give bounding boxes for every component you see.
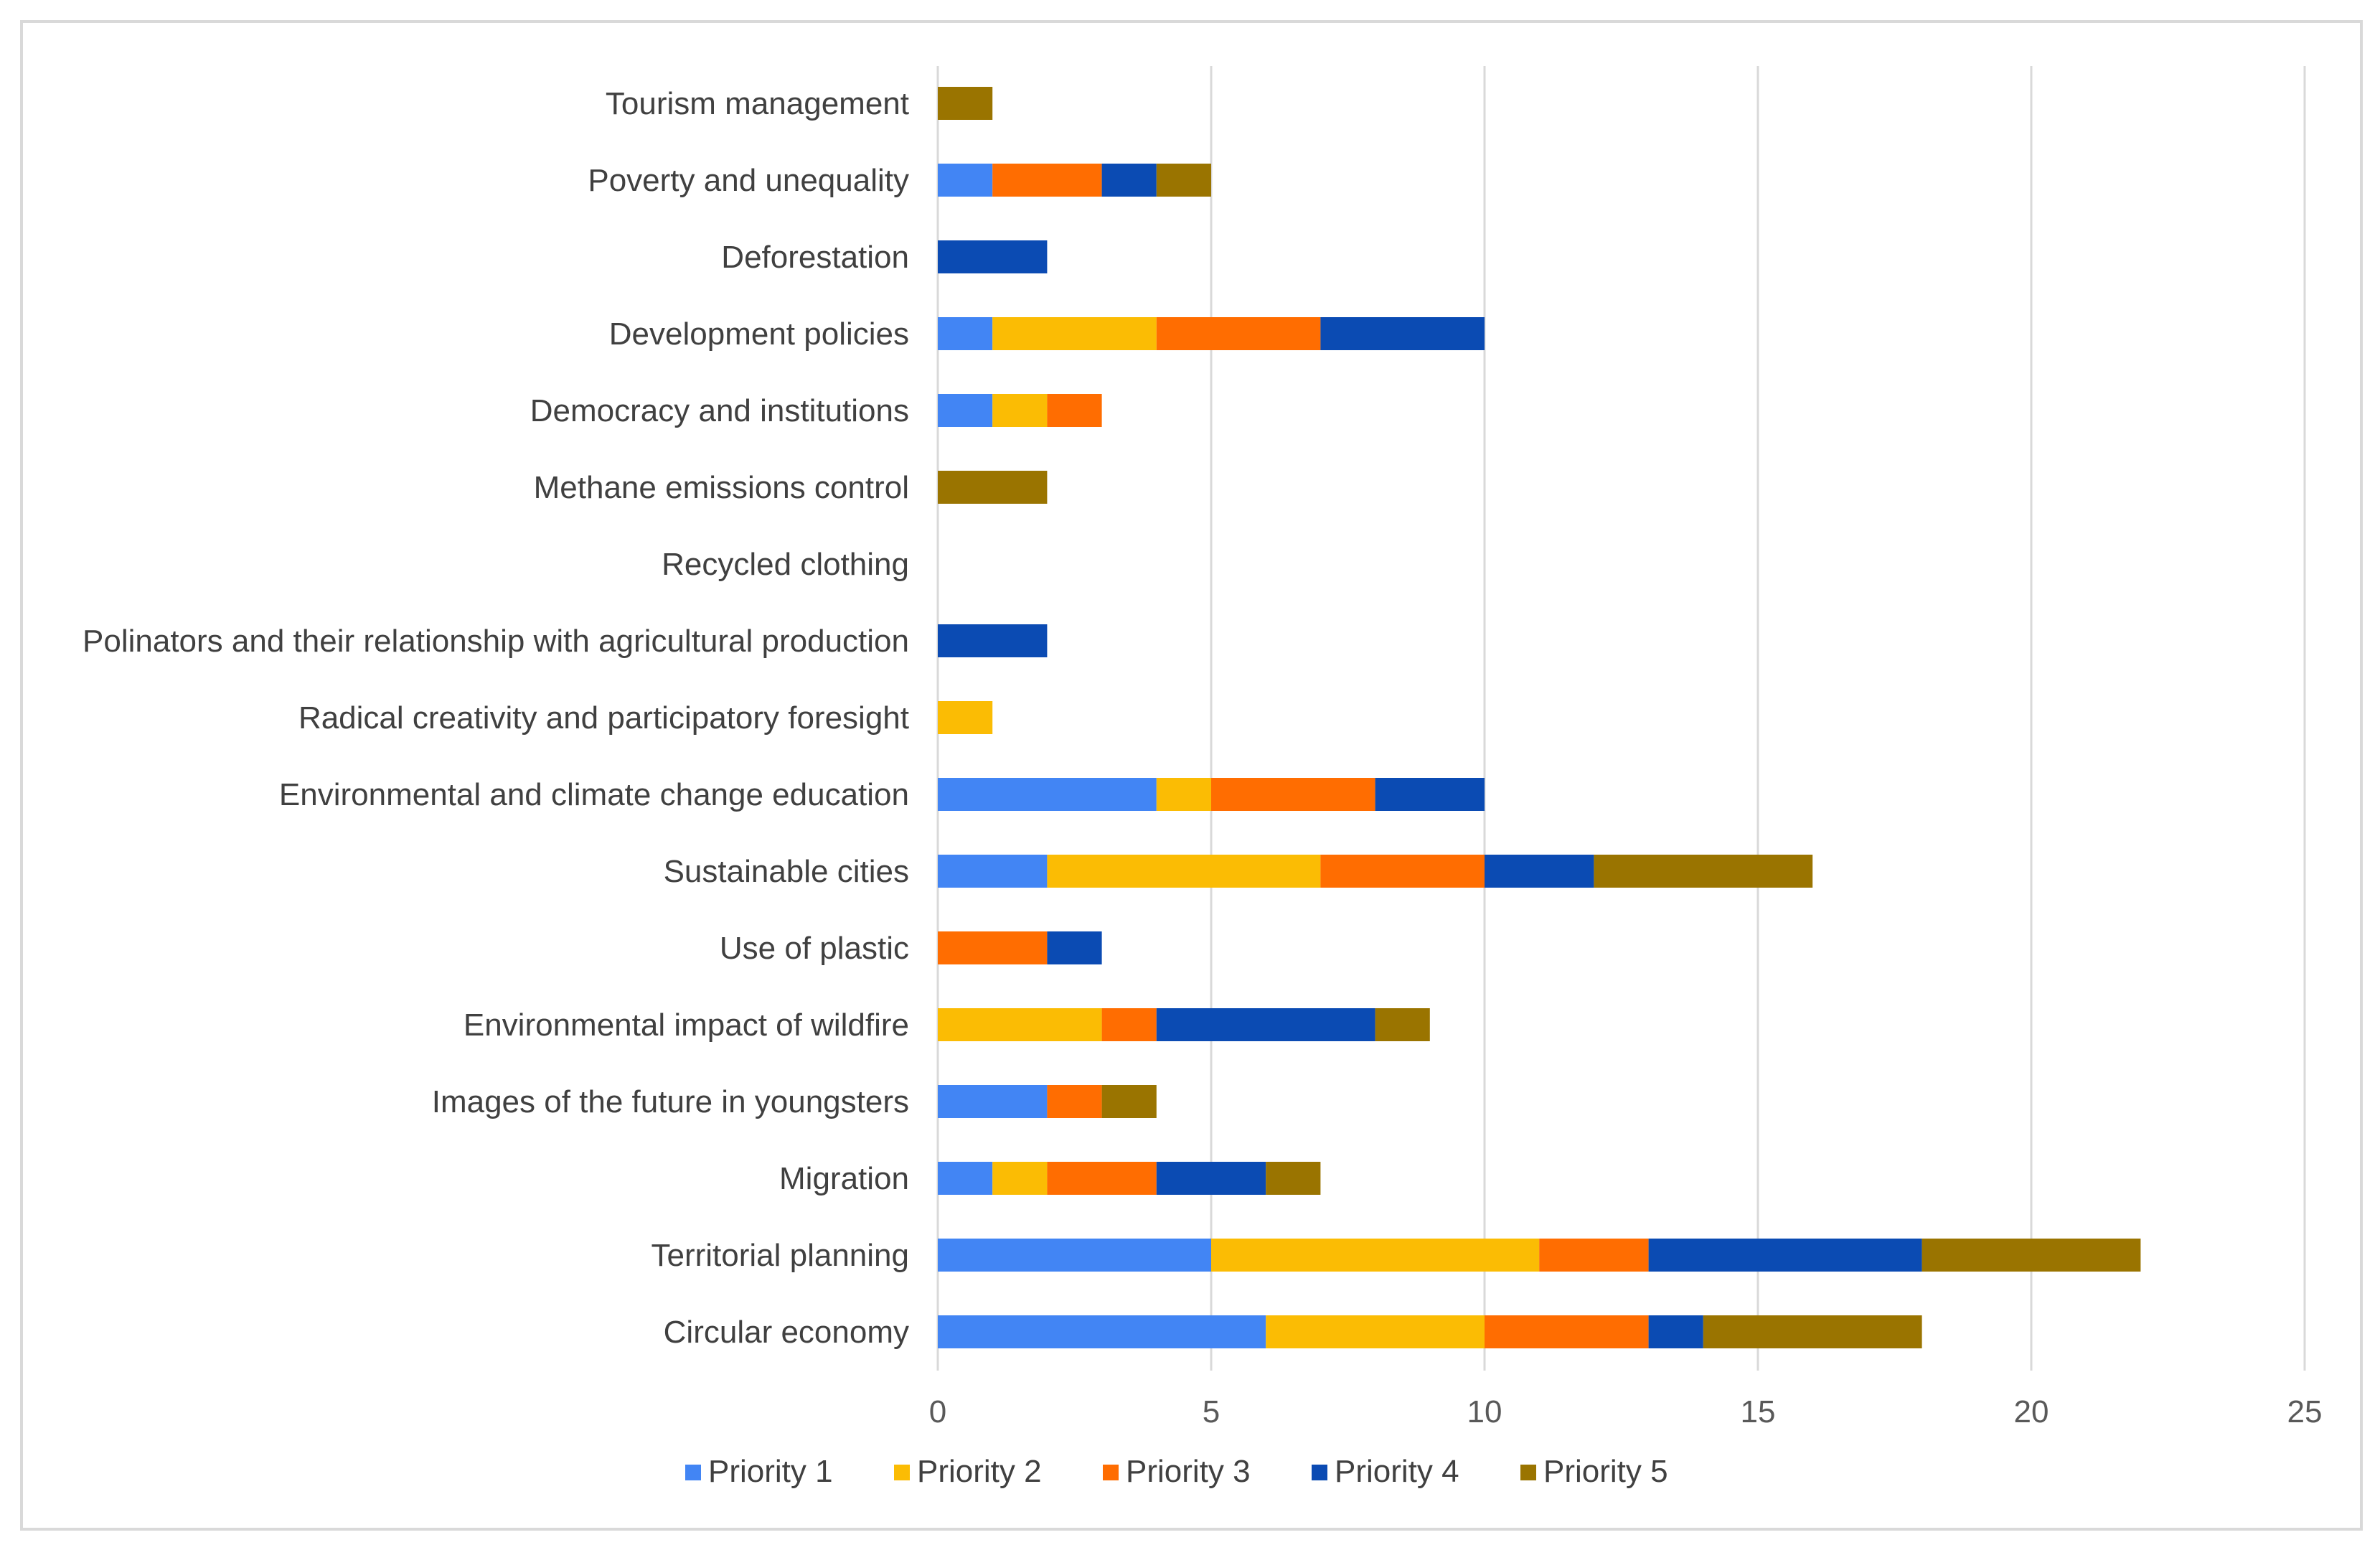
bar-migration-priority-5	[1266, 1162, 1321, 1195]
bar-poverty-and-unequality-priority-1	[938, 164, 993, 197]
bar-migration-priority-1	[938, 1162, 993, 1195]
bar-environmental-impact-of-wildfire-priority-4	[1156, 1008, 1375, 1041]
legend-item-priority-5: Priority 5	[1520, 1454, 1668, 1489]
bar-environmental-impact-of-wildfire-priority-5	[1375, 1008, 1430, 1041]
bar-use-of-plastic-priority-3	[938, 931, 1048, 964]
category-label-images-of-the-future-in-youngsters: Images of the future in youngsters	[432, 1084, 909, 1119]
bar-migration-priority-4	[1156, 1162, 1266, 1195]
bar-environmental-impact-of-wildfire-priority-3	[1101, 1008, 1157, 1041]
category-labels: Tourism management Poverty and unequality…	[83, 86, 909, 1350]
bar-circular-economy-priority-4	[1648, 1315, 1703, 1348]
bar-territorial-planning-priority-2	[1211, 1239, 1540, 1272]
x-axis-tick-labels: 0 5 10 15 20 25	[929, 1394, 2323, 1429]
x-tick-label: 10	[1467, 1394, 1502, 1429]
bar-poverty-and-unequality-priority-4	[1101, 164, 1157, 197]
gridlines	[936, 66, 2306, 1371]
bar-circular-economy-priority-2	[1266, 1315, 1485, 1348]
category-label-recycled-clothing: Recycled clothing	[662, 547, 909, 582]
category-label-migration: Migration	[779, 1161, 909, 1196]
legend-swatch	[894, 1465, 910, 1480]
category-label-environmental-impact-of-wildfire: Environmental impact of wildfire	[464, 1008, 909, 1043]
legend-label: Priority 1	[708, 1454, 833, 1489]
x-tick-label: 5	[1203, 1394, 1220, 1429]
bar-migration-priority-2	[992, 1162, 1048, 1195]
legend: Priority 1 Priority 2 Priority 3 Priority 4…	[685, 1454, 1668, 1489]
category-label-circular-economy: Circular economy	[664, 1315, 909, 1350]
stacked-bar-chart: Tourism management Poverty and unequality…	[83, 66, 2323, 1489]
category-label-deforestation: Deforestation	[721, 240, 909, 275]
bar-circular-economy-priority-1	[938, 1315, 1266, 1348]
x-tick-label: 0	[929, 1394, 946, 1429]
bar-methane-emissions-control-priority-5	[938, 471, 1048, 504]
bar-environmental-impact-of-wildfire-priority-2	[938, 1008, 1102, 1041]
category-label-territorial-planning: Territorial planning	[651, 1238, 909, 1273]
category-label-poverty-and-unequality: Poverty and unequality	[588, 163, 909, 198]
category-label-methane-emissions-control: Methane emissions control	[534, 470, 909, 505]
legend-label: Priority 4	[1335, 1454, 1459, 1489]
bar-development-policies-priority-3	[1156, 317, 1321, 350]
bar-use-of-plastic-priority-4	[1047, 931, 1102, 964]
x-tick-label: 20	[2014, 1394, 2049, 1429]
x-tick-label: 15	[1741, 1394, 1776, 1429]
bar-tourism-management-priority-5	[938, 87, 993, 120]
bar-images-of-the-future-in-youngsters-priority-1	[938, 1085, 1048, 1118]
legend-label: Priority 5	[1543, 1454, 1668, 1489]
bar-environmental-and-climate-change-education-priority-2	[1156, 778, 1211, 811]
bar-development-policies-priority-1	[938, 317, 993, 350]
bar-environmental-and-climate-change-education-priority-4	[1375, 778, 1485, 811]
bar-sustainable-cities-priority-2	[1047, 855, 1321, 888]
bar-territorial-planning-priority-1	[938, 1239, 1211, 1272]
bar-images-of-the-future-in-youngsters-priority-5	[1101, 1085, 1157, 1118]
bar-poverty-and-unequality-priority-3	[992, 164, 1102, 197]
legend-label: Priority 2	[917, 1454, 1042, 1489]
legend-swatch	[1103, 1465, 1119, 1480]
chart-frame: Tourism management Poverty and unequality…	[20, 20, 2363, 1531]
bar-sustainable-cities-priority-4	[1485, 855, 1594, 888]
bar-democracy-and-institutions-priority-2	[992, 394, 1048, 427]
category-label-sustainable-cities: Sustainable cities	[664, 854, 909, 889]
legend-item-priority-2: Priority 2	[894, 1454, 1042, 1489]
x-tick-label: 25	[2287, 1394, 2323, 1429]
category-label-environmental-and-climate-change-education: Environmental and climate change educati…	[279, 777, 909, 812]
bar-territorial-planning-priority-3	[1539, 1239, 1649, 1272]
bar-environmental-and-climate-change-education-priority-3	[1211, 778, 1375, 811]
bar-sustainable-cities-priority-5	[1594, 855, 1813, 888]
category-label-polinators-and-their-relationship-with-agricultural-production: Polinators and their relationship with a…	[83, 624, 909, 659]
category-label-development-policies: Development policies	[609, 316, 909, 352]
bar-territorial-planning-priority-4	[1648, 1239, 1922, 1272]
bar-sustainable-cities-priority-1	[938, 855, 1048, 888]
bar-radical-creativity-and-participatory-foresight-priority-2	[938, 701, 993, 734]
category-label-use-of-plastic: Use of plastic	[720, 931, 909, 966]
bar-deforestation-priority-4	[938, 240, 1048, 273]
bar-development-policies-priority-2	[992, 317, 1157, 350]
legend-item-priority-4: Priority 4	[1312, 1454, 1459, 1489]
legend-item-priority-1: Priority 1	[685, 1454, 833, 1489]
bars	[938, 87, 2141, 1348]
bar-polinators-and-their-relationship-with-agricultural-production-priority-4	[938, 624, 1048, 657]
legend-swatch	[1312, 1465, 1327, 1480]
legend-label: Priority 3	[1126, 1454, 1251, 1489]
bar-democracy-and-institutions-priority-3	[1047, 394, 1102, 427]
bar-poverty-and-unequality-priority-5	[1156, 164, 1211, 197]
category-label-tourism-management: Tourism management	[606, 86, 909, 121]
category-label-radical-creativity-and-participatory-foresight: Radical creativity and participatory for…	[298, 700, 909, 736]
legend-item-priority-3: Priority 3	[1103, 1454, 1251, 1489]
bar-circular-economy-priority-3	[1485, 1315, 1649, 1348]
bar-circular-economy-priority-5	[1703, 1315, 1922, 1348]
bar-environmental-and-climate-change-education-priority-1	[938, 778, 1157, 811]
bar-territorial-planning-priority-5	[1922, 1239, 2141, 1272]
bar-development-policies-priority-4	[1320, 317, 1485, 350]
bar-sustainable-cities-priority-3	[1320, 855, 1485, 888]
legend-swatch	[1520, 1465, 1536, 1480]
bar-migration-priority-3	[1047, 1162, 1157, 1195]
category-label-democracy-and-institutions: Democracy and institutions	[530, 393, 909, 428]
bar-democracy-and-institutions-priority-1	[938, 394, 993, 427]
bar-images-of-the-future-in-youngsters-priority-3	[1047, 1085, 1102, 1118]
legend-swatch	[685, 1465, 701, 1480]
